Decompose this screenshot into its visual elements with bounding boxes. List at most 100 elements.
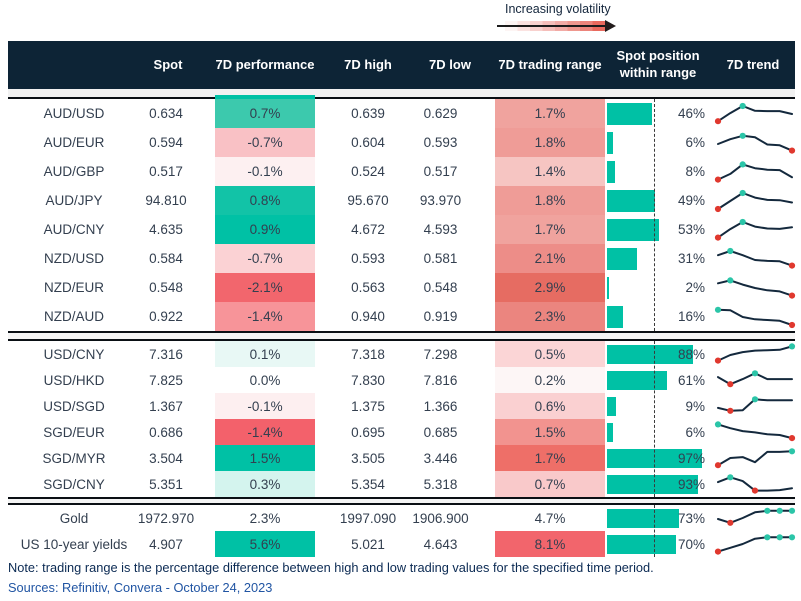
low-value: 3.446: [423, 450, 458, 466]
high-value: 0.563: [351, 280, 385, 295]
position-percent: 61%: [677, 372, 705, 388]
position-bar: [607, 422, 705, 442]
table-row: AUD/CNY 4.635 0.9% 4.672 4.593 1.7% 53%: [8, 215, 795, 244]
position-percent: 16%: [677, 309, 705, 324]
performance-cell: -0.1%: [215, 393, 315, 419]
trend-sparkline: [712, 215, 798, 244]
row-label: AUD/JPY: [45, 193, 103, 208]
position-bar: [607, 305, 705, 328]
max-marker-dot: [739, 102, 746, 109]
row-label: NZD/AUD: [44, 309, 104, 324]
spot-value: 1972.970: [137, 510, 195, 526]
low-value: 0.517: [423, 164, 458, 179]
position-bar: [607, 218, 705, 241]
table-section-2: USD/CNY 7.316 0.1% 7.318 7.298 0.5% 88% …: [8, 341, 798, 497]
low-value: 1.366: [423, 398, 458, 414]
min-marker-dot: [727, 381, 734, 388]
low-value: 0.548: [423, 280, 458, 295]
high-value: 1997.090: [339, 510, 397, 526]
row-label: SGD/EUR: [43, 424, 105, 440]
performance-cell: -0.7%: [215, 128, 315, 157]
min-marker-dot: [727, 519, 734, 526]
position-percent: 53%: [677, 222, 705, 237]
low-value: 0.629: [423, 106, 458, 121]
low-value: 4.593: [423, 222, 458, 237]
spot-value: 7.825: [149, 372, 183, 388]
trend-sparkline: [712, 445, 798, 471]
position-bar: [607, 160, 705, 183]
note-text: Note: trading range is the percentage di…: [8, 560, 654, 575]
performance-cell: -0.1%: [215, 157, 315, 186]
max-marker-dot: [714, 421, 722, 428]
position-percent: 6%: [685, 424, 705, 440]
spot-value: 1.367: [149, 398, 183, 414]
max-marker-dot: [764, 534, 771, 541]
table-row: AUD/GBP 0.517 -0.1% 0.524 0.517 1.4% 8%: [8, 157, 795, 186]
low-value: 0.581: [423, 251, 458, 266]
trend-sparkline: [712, 471, 798, 497]
arrow-head: [605, 20, 616, 32]
table-row: USD/HKD 7.825 0.0% 7.830 7.816 0.2% 61%: [8, 367, 795, 393]
max-marker-dot: [739, 132, 746, 139]
min-marker-dot: [751, 487, 759, 494]
spot-value: 4.635: [149, 222, 183, 237]
row-label: Gold: [59, 510, 89, 526]
header-spot: Spot: [153, 56, 183, 72]
position-bar-fill: [607, 508, 679, 528]
midpoint-dashed-line: [654, 341, 655, 497]
section-divider: [8, 339, 795, 341]
trading-range-cell: 1.7%: [495, 445, 605, 471]
min-marker-dot: [714, 176, 722, 183]
table-row: NZD/USD 0.584 -0.7% 0.593 0.581 2.1% 31%: [8, 244, 796, 273]
spot-value: 7.316: [149, 346, 183, 362]
header-7d-low: 7D low: [429, 56, 471, 72]
trend-sparkline: [712, 157, 798, 186]
position-bar: [607, 344, 705, 364]
trading-range-cell: 4.7%: [495, 505, 605, 531]
table-row: SGD/EUR 0.686 -1.4% 0.695 0.685 1.5% 6%: [8, 419, 798, 445]
trading-range-cell: 1.8%: [495, 128, 605, 157]
trading-range-cell: 2.9%: [495, 273, 605, 302]
low-value: 7.816: [423, 372, 458, 388]
trend-sparkline: [712, 367, 798, 393]
min-marker-dot: [714, 117, 722, 124]
position-bar-fill: [607, 247, 638, 270]
min-marker-dot: [788, 147, 796, 154]
max-marker-dot: [776, 534, 783, 541]
position-percent: 2%: [685, 280, 705, 295]
table-header: Spot 7D performance 7D high 7D low 7D tr…: [8, 41, 795, 89]
position-percent: 9%: [685, 398, 705, 414]
table-row: US 10-year yields 4.907 5.6% 5.021 4.643…: [8, 531, 796, 557]
table-row: AUD/USD 0.634 0.7% 0.639 0.629 1.7% 46%: [8, 99, 795, 128]
spot-value: 3.504: [149, 450, 183, 466]
position-percent: 6%: [685, 135, 705, 150]
trading-range-cell: 0.6%: [495, 393, 605, 419]
header-7d-high: 7D high: [344, 56, 392, 72]
spot-value: 4.907: [149, 536, 183, 552]
arrow-shaft: [497, 25, 607, 27]
row-label: NZD/EUR: [44, 280, 104, 295]
performance-cell: 0.9%: [215, 215, 315, 244]
low-value: 93.970: [419, 193, 462, 208]
performance-cell: -1.4%: [215, 302, 315, 331]
table-row: SGD/CNY 5.351 0.3% 5.354 5.318 0.7% 93%: [8, 471, 795, 497]
table-row: USD/SGD 1.367 -0.1% 1.375 1.366 0.6% 9%: [8, 393, 795, 419]
section-divider-gap: [8, 499, 795, 505]
trend-sparkline: [712, 186, 798, 215]
high-value: 5.021: [351, 536, 385, 552]
trend-sparkline: [712, 419, 798, 445]
position-bar: [607, 247, 705, 270]
header-7d-performance: 7D performance: [215, 56, 315, 72]
position-bar-fill: [607, 534, 676, 554]
position-percent: 31%: [677, 251, 705, 266]
spot-value: 0.922: [149, 309, 183, 324]
performance-cell: -0.7%: [215, 244, 315, 273]
table-section-1: AUD/USD 0.634 0.7% 0.639 0.629 1.7% 46% …: [8, 99, 798, 331]
performance-cell: -2.1%: [215, 273, 315, 302]
low-value: 0.919: [423, 309, 458, 324]
row-label: USD/HKD: [43, 372, 105, 388]
performance-cell: 0.0%: [215, 367, 315, 393]
trend-sparkline: [712, 99, 798, 128]
low-value: 4.643: [423, 536, 458, 552]
